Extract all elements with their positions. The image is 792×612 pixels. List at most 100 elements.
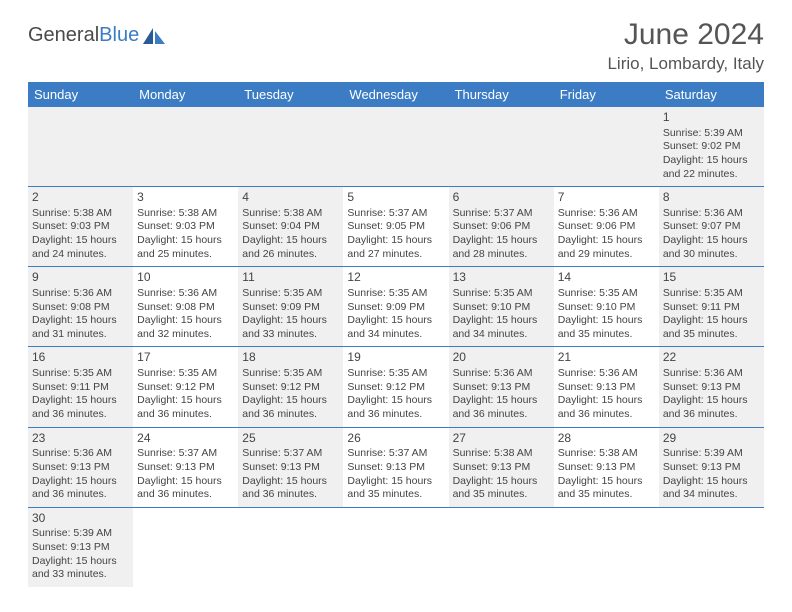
day-number: 11 xyxy=(242,270,339,286)
calendar-week-row: 16Sunrise: 5:35 AMSunset: 9:11 PMDayligh… xyxy=(28,347,764,427)
day-number: 13 xyxy=(453,270,550,286)
logo-sail-icon xyxy=(141,26,167,46)
day-info: Sunrise: 5:38 AMSunset: 9:13 PMDaylight:… xyxy=(558,447,655,502)
day-info: Sunrise: 5:37 AMSunset: 9:13 PMDaylight:… xyxy=(347,447,444,502)
day-info: Sunrise: 5:35 AMSunset: 9:09 PMDaylight:… xyxy=(242,287,339,342)
day-info: Sunrise: 5:35 AMSunset: 9:11 PMDaylight:… xyxy=(663,287,760,342)
calendar-day-cell: 12Sunrise: 5:35 AMSunset: 9:09 PMDayligh… xyxy=(343,267,448,347)
calendar-day-cell: 4Sunrise: 5:38 AMSunset: 9:04 PMDaylight… xyxy=(238,187,343,267)
calendar-day-cell: 27Sunrise: 5:38 AMSunset: 9:13 PMDayligh… xyxy=(449,427,554,507)
calendar-week-row: 9Sunrise: 5:36 AMSunset: 9:08 PMDaylight… xyxy=(28,267,764,347)
day-info: Sunrise: 5:35 AMSunset: 9:11 PMDaylight:… xyxy=(32,367,129,422)
calendar-day-cell: 24Sunrise: 5:37 AMSunset: 9:13 PMDayligh… xyxy=(133,427,238,507)
day-number: 29 xyxy=(663,431,760,447)
calendar-day-cell: 20Sunrise: 5:36 AMSunset: 9:13 PMDayligh… xyxy=(449,347,554,427)
day-info: Sunrise: 5:38 AMSunset: 9:03 PMDaylight:… xyxy=(137,207,234,262)
day-number: 21 xyxy=(558,350,655,366)
calendar-day-cell: 15Sunrise: 5:35 AMSunset: 9:11 PMDayligh… xyxy=(659,267,764,347)
day-number: 14 xyxy=(558,270,655,286)
day-number: 19 xyxy=(347,350,444,366)
location: Lirio, Lombardy, Italy xyxy=(607,54,764,74)
day-number: 30 xyxy=(32,511,129,527)
calendar-day-cell: 11Sunrise: 5:35 AMSunset: 9:09 PMDayligh… xyxy=(238,267,343,347)
calendar-table: Sunday Monday Tuesday Wednesday Thursday… xyxy=(28,82,764,587)
weekday-header: Monday xyxy=(133,82,238,107)
calendar-day-cell: 18Sunrise: 5:35 AMSunset: 9:12 PMDayligh… xyxy=(238,347,343,427)
calendar-day-cell: 22Sunrise: 5:36 AMSunset: 9:13 PMDayligh… xyxy=(659,347,764,427)
calendar-day-cell: 13Sunrise: 5:35 AMSunset: 9:10 PMDayligh… xyxy=(449,267,554,347)
day-number: 8 xyxy=(663,190,760,206)
calendar-empty-cell xyxy=(449,107,554,187)
calendar-day-cell: 7Sunrise: 5:36 AMSunset: 9:06 PMDaylight… xyxy=(554,187,659,267)
brand-part1: General xyxy=(28,24,99,47)
weekday-header: Sunday xyxy=(28,82,133,107)
day-number: 22 xyxy=(663,350,760,366)
title-block: June 2024 Lirio, Lombardy, Italy xyxy=(607,18,764,74)
calendar-day-cell: 8Sunrise: 5:36 AMSunset: 9:07 PMDaylight… xyxy=(659,187,764,267)
day-info: Sunrise: 5:36 AMSunset: 9:06 PMDaylight:… xyxy=(558,207,655,262)
weekday-header: Tuesday xyxy=(238,82,343,107)
calendar-day-cell: 26Sunrise: 5:37 AMSunset: 9:13 PMDayligh… xyxy=(343,427,448,507)
calendar-day-cell: 10Sunrise: 5:36 AMSunset: 9:08 PMDayligh… xyxy=(133,267,238,347)
calendar-empty-cell xyxy=(238,507,343,587)
day-info: Sunrise: 5:35 AMSunset: 9:12 PMDaylight:… xyxy=(137,367,234,422)
day-number: 18 xyxy=(242,350,339,366)
day-number: 28 xyxy=(558,431,655,447)
weekday-header: Saturday xyxy=(659,82,764,107)
weekday-header: Wednesday xyxy=(343,82,448,107)
calendar-week-row: 2 Sunrise: 5:38 AMSunset: 9:03 PMDaylight… xyxy=(28,187,764,267)
day-info: Sunrise: 5:36 AMSunset: 9:08 PMDaylight:… xyxy=(137,287,234,342)
day-number: 4 xyxy=(242,190,339,206)
calendar-day-cell: 16Sunrise: 5:35 AMSunset: 9:11 PMDayligh… xyxy=(28,347,133,427)
calendar-day-cell: 17Sunrise: 5:35 AMSunset: 9:12 PMDayligh… xyxy=(133,347,238,427)
day-number: 27 xyxy=(453,431,550,447)
day-info: Sunrise: 5:37 AMSunset: 9:13 PMDaylight:… xyxy=(137,447,234,502)
day-info: Sunrise: 5:37 AMSunset: 9:05 PMDaylight:… xyxy=(347,207,444,262)
day-number: 3 xyxy=(137,190,234,206)
day-info: Sunrise: 5:38 AMSunset: 9:13 PMDaylight:… xyxy=(453,447,550,502)
day-number: 16 xyxy=(32,350,129,366)
day-number: 2 xyxy=(32,190,129,206)
day-info: Sunrise: 5:36 AMSunset: 9:13 PMDaylight:… xyxy=(663,367,760,422)
day-number: 17 xyxy=(137,350,234,366)
calendar-day-cell: 19Sunrise: 5:35 AMSunset: 9:12 PMDayligh… xyxy=(343,347,448,427)
day-info: Sunrise: 5:35 AMSunset: 9:09 PMDaylight:… xyxy=(347,287,444,342)
day-info: Sunrise: 5:35 AMSunset: 9:10 PMDaylight:… xyxy=(453,287,550,342)
day-info: Sunrise: 5:39 AMSunset: 9:13 PMDaylight:… xyxy=(663,447,760,502)
header: GeneralBlue June 2024 Lirio, Lombardy, I… xyxy=(28,18,764,74)
calendar-empty-cell xyxy=(449,507,554,587)
day-number: 10 xyxy=(137,270,234,286)
day-number: 1 xyxy=(663,110,760,126)
weekday-header: Friday xyxy=(554,82,659,107)
calendar-empty-cell xyxy=(238,107,343,187)
calendar-empty-cell xyxy=(343,507,448,587)
calendar-empty-cell xyxy=(133,507,238,587)
calendar-day-cell: 30Sunrise: 5:39 AMSunset: 9:13 PMDayligh… xyxy=(28,507,133,587)
calendar-day-cell: 14Sunrise: 5:35 AMSunset: 9:10 PMDayligh… xyxy=(554,267,659,347)
calendar-day-cell: 9Sunrise: 5:36 AMSunset: 9:08 PMDaylight… xyxy=(28,267,133,347)
calendar-body: 1Sunrise: 5:39 AMSunset: 9:02 PMDaylight… xyxy=(28,107,764,587)
calendar-empty-cell xyxy=(133,107,238,187)
weekday-header: Thursday xyxy=(449,82,554,107)
day-info: Sunrise: 5:35 AMSunset: 9:12 PMDaylight:… xyxy=(242,367,339,422)
calendar-day-cell: 25Sunrise: 5:37 AMSunset: 9:13 PMDayligh… xyxy=(238,427,343,507)
calendar-empty-cell xyxy=(28,107,133,187)
day-info: Sunrise: 5:36 AMSunset: 9:13 PMDaylight:… xyxy=(558,367,655,422)
day-info: Sunrise: 5:39 AMSunset: 9:02 PMDaylight:… xyxy=(663,127,760,182)
day-info: Sunrise: 5:37 AMSunset: 9:13 PMDaylight:… xyxy=(242,447,339,502)
calendar-day-cell: 6Sunrise: 5:37 AMSunset: 9:06 PMDaylight… xyxy=(449,187,554,267)
calendar-day-cell: 5Sunrise: 5:37 AMSunset: 9:05 PMDaylight… xyxy=(343,187,448,267)
calendar-empty-cell xyxy=(343,107,448,187)
calendar-empty-cell xyxy=(554,507,659,587)
day-number: 20 xyxy=(453,350,550,366)
day-info: Sunrise: 5:37 AMSunset: 9:06 PMDaylight:… xyxy=(453,207,550,262)
day-info: Sunrise: 5:36 AMSunset: 9:08 PMDaylight:… xyxy=(32,287,129,342)
day-number: 26 xyxy=(347,431,444,447)
day-number: 5 xyxy=(347,190,444,206)
month-title: June 2024 xyxy=(607,18,764,52)
weekday-header-row: Sunday Monday Tuesday Wednesday Thursday… xyxy=(28,82,764,107)
calendar-day-cell: 28Sunrise: 5:38 AMSunset: 9:13 PMDayligh… xyxy=(554,427,659,507)
brand-logo: GeneralBlue xyxy=(28,24,167,47)
day-info: Sunrise: 5:39 AMSunset: 9:13 PMDaylight:… xyxy=(32,527,129,582)
calendar-day-cell: 3Sunrise: 5:38 AMSunset: 9:03 PMDaylight… xyxy=(133,187,238,267)
